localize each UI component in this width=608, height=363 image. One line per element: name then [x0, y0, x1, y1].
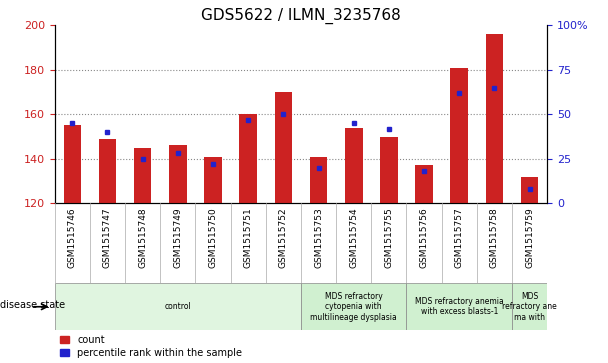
Text: GSM1515750: GSM1515750 — [209, 207, 218, 268]
Bar — [134, 148, 151, 203]
Text: GSM1515749: GSM1515749 — [173, 207, 182, 268]
Bar — [98, 139, 116, 203]
Text: GSM1515759: GSM1515759 — [525, 207, 534, 268]
Bar — [486, 34, 503, 203]
FancyBboxPatch shape — [512, 283, 547, 330]
Text: GSM1515754: GSM1515754 — [349, 207, 358, 268]
Bar — [415, 166, 433, 203]
Text: GSM1515755: GSM1515755 — [384, 207, 393, 268]
FancyBboxPatch shape — [301, 283, 407, 330]
Bar — [204, 156, 222, 203]
FancyBboxPatch shape — [407, 283, 512, 330]
Text: GSM1515751: GSM1515751 — [244, 207, 253, 268]
FancyBboxPatch shape — [55, 283, 301, 330]
Text: GSM1515746: GSM1515746 — [68, 207, 77, 268]
Bar — [451, 68, 468, 203]
Bar — [345, 128, 362, 203]
Bar — [380, 136, 398, 203]
Text: GSM1515756: GSM1515756 — [420, 207, 429, 268]
Text: disease state: disease state — [0, 300, 65, 310]
Bar — [309, 156, 327, 203]
Title: GDS5622 / ILMN_3235768: GDS5622 / ILMN_3235768 — [201, 8, 401, 24]
Text: control: control — [165, 302, 191, 311]
Text: GSM1515748: GSM1515748 — [138, 207, 147, 268]
Text: GSM1515753: GSM1515753 — [314, 207, 323, 268]
Bar — [240, 114, 257, 203]
Text: MDS
refractory ane
ma with: MDS refractory ane ma with — [502, 292, 557, 322]
Text: MDS refractory
cytopenia with
multilineage dysplasia: MDS refractory cytopenia with multilinea… — [310, 292, 397, 322]
Text: GSM1515752: GSM1515752 — [279, 207, 288, 268]
Text: GSM1515757: GSM1515757 — [455, 207, 464, 268]
Bar — [521, 177, 539, 203]
Bar — [169, 146, 187, 203]
Text: GSM1515747: GSM1515747 — [103, 207, 112, 268]
Legend: count, percentile rank within the sample: count, percentile rank within the sample — [60, 335, 242, 358]
Bar — [275, 92, 292, 203]
Bar — [63, 126, 81, 203]
Text: GSM1515758: GSM1515758 — [490, 207, 499, 268]
Text: MDS refractory anemia
with excess blasts-1: MDS refractory anemia with excess blasts… — [415, 297, 503, 317]
